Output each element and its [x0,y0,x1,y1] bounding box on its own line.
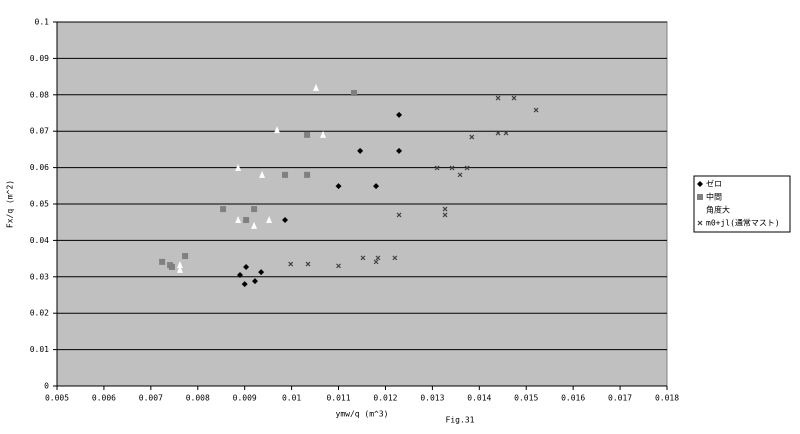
point [304,171,311,178]
point [360,255,366,261]
x-tick-label: 0.015 [514,394,538,403]
x-tick-label: 0.008 [186,394,210,403]
x-tick-label: 0.018 [655,394,679,403]
point [220,206,227,213]
point [258,269,265,276]
legend-marker [697,194,703,200]
point [495,95,501,101]
point [266,216,273,224]
x-tick-label: 0.011 [326,394,350,403]
point [168,263,175,270]
point [469,134,475,140]
x-tick-label: 0.009 [233,394,257,403]
x-tick-label: 0.013 [420,394,444,403]
x-axis-title: ymw/q (m^3) [336,410,389,419]
point [237,271,243,278]
legend-box [693,175,791,233]
point [373,183,380,190]
point [449,165,455,171]
point [313,83,320,91]
point [495,130,501,136]
point [457,172,463,178]
point [305,261,311,267]
point [243,263,250,270]
point [251,206,258,213]
point [533,107,539,113]
legend-marker [697,220,703,226]
point [288,261,294,267]
point [241,281,248,288]
caption: Fig.31 [446,416,475,425]
point [320,130,327,138]
point [392,255,398,261]
point [357,147,364,154]
x-tick-label: 0.006 [92,394,116,403]
legend-marker [697,181,703,187]
point [259,170,266,178]
y-axis-title: Fx/q (m^2) [6,180,15,228]
x-tick-label: 0.012 [373,394,397,403]
y-tick-label: 0.05 [30,200,49,209]
legend-marker [697,206,703,213]
point [282,171,289,178]
point [251,221,258,229]
x-tick-label: 0.016 [561,394,585,403]
legend-label: 角度大 [706,205,730,215]
y-tick-label: 0.08 [30,90,49,99]
point [464,165,470,171]
point [442,212,448,218]
point [335,183,342,190]
y-tick-label: 0.06 [30,163,49,172]
point [396,147,403,154]
y-tick-label: 0.03 [30,272,49,281]
point [176,261,183,269]
point [396,212,402,218]
y-tick-label: 0.02 [30,309,49,318]
point [373,259,379,265]
point [442,206,448,212]
y-tick-label: 0.01 [30,345,49,354]
legend-label: ゼロ [706,179,722,189]
point [159,258,166,265]
x-tick-label: 0.014 [467,394,491,403]
point [351,89,358,96]
point [243,217,250,224]
point [235,163,242,171]
point [252,278,259,285]
legend-label: 中間 [706,192,722,202]
y-tick-label: 0 [44,382,49,391]
point [434,165,440,171]
point [375,255,381,261]
y-tick-label: 0.1 [35,18,50,27]
y-tick-label: 0.07 [30,127,49,136]
point [396,111,403,118]
legend-label: m0+jl(通常マスト) [706,218,780,228]
point [503,130,509,136]
x-tick-label: 0.017 [608,394,632,403]
point [511,95,517,101]
x-tick-label: 0.007 [139,394,163,403]
x-tick-label: 0.01 [282,394,301,403]
point [182,253,189,260]
point [336,263,341,269]
point [304,131,311,138]
x-tick-label: 0.005 [45,394,69,403]
point [282,217,289,224]
point [274,126,281,134]
y-tick-label: 0.09 [30,54,49,63]
point [176,265,183,273]
y-tick-label: 0.04 [30,236,49,245]
point [235,216,242,224]
